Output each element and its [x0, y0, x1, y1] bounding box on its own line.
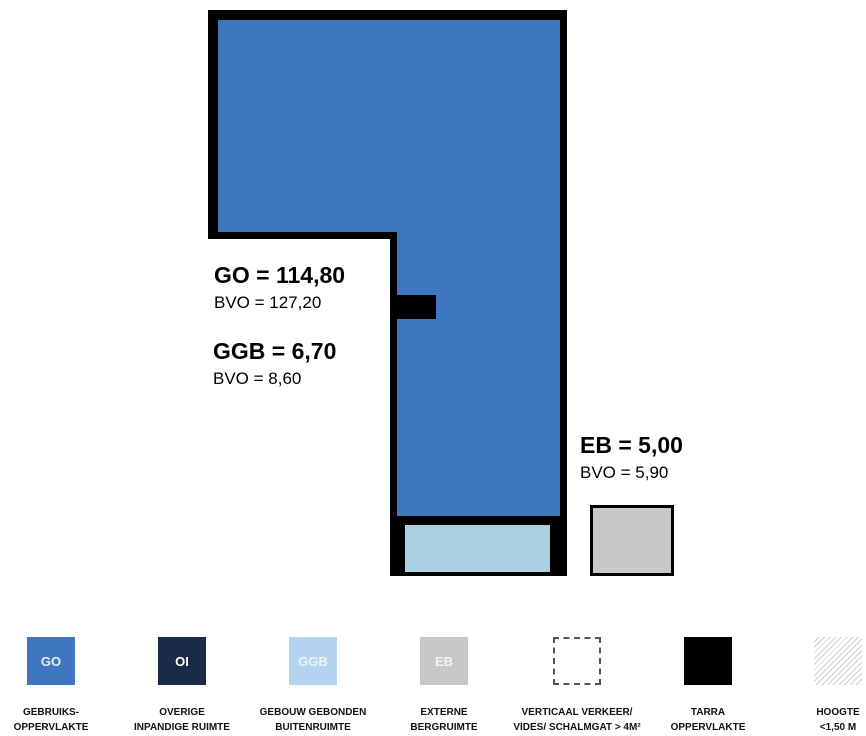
floor-plan: [208, 10, 674, 576]
eb-value: EB = 5,00: [580, 432, 683, 458]
legend-label-height: HOOGTE <1,50 M: [816, 707, 860, 733]
legend-item-vertical-traffic: VERTICAAL VERKEER/ VIDES/ SCHALMGAT > 4M…: [507, 637, 647, 735]
go-value: GO = 114,80: [214, 262, 346, 288]
tarra-wall-piece: [390, 295, 436, 319]
legend-item-tarra: TARRA OPPERVLAKTE: [638, 637, 778, 735]
oi-swatch: OI: [158, 637, 206, 685]
legend-label-vertical-traffic: VERTICAAL VERKEER/ VIDES/ SCHALMGAT > 4M…: [513, 707, 641, 733]
legend-item-eb: EB EXTERNE BERGRUIMTE: [374, 637, 514, 735]
go-bvo-value: BVO = 127,20: [214, 293, 322, 312]
vertical-traffic-swatch: [553, 637, 601, 685]
legend-label-eb: EXTERNE BERGRUIMTE: [410, 707, 478, 733]
height-swatch: [814, 637, 862, 685]
ggb-area: [405, 525, 550, 572]
eb-bvo-value: BVO = 5,90: [580, 463, 669, 482]
legend-item-go: GO GEBRUIKS- OPPERVLAKTE: [0, 637, 121, 735]
go-area-label: GO = 114,80 BVO = 127,20: [214, 262, 346, 312]
go-area: [218, 20, 560, 516]
ggb-swatch: GGB: [289, 637, 337, 685]
legend-label-oi: OVERIGE INPANDIGE RUIMTE: [134, 707, 230, 733]
legend-label-tarra: TARRA OPPERVLAKTE: [670, 707, 746, 733]
legend-item-ggb: GGB GEBOUW GEBONDEN BUITENRUIMTE: [243, 637, 383, 735]
tarra-swatch: [684, 637, 732, 685]
eb-storage-box: [590, 505, 674, 576]
legend-item-height: HOOGTE <1,50 M: [768, 637, 866, 735]
ggb-area-label: GGB = 6,70 BVO = 8,60: [213, 338, 337, 388]
go-swatch: GO: [27, 637, 75, 685]
legend-item-oi: OI OVERIGE INPANDIGE RUIMTE: [112, 637, 252, 735]
eb-area-label: EB = 5,00 BVO = 5,90: [580, 432, 683, 482]
ggb-value: GGB = 6,70: [213, 338, 337, 364]
legend-label-go: GEBRUIKS- OPPERVLAKTE: [13, 707, 89, 733]
eb-swatch: EB: [420, 637, 468, 685]
legend-label-ggb: GEBOUW GEBONDEN BUITENRUIMTE: [259, 707, 367, 733]
ggb-bvo-value: BVO = 8,60: [213, 369, 302, 388]
